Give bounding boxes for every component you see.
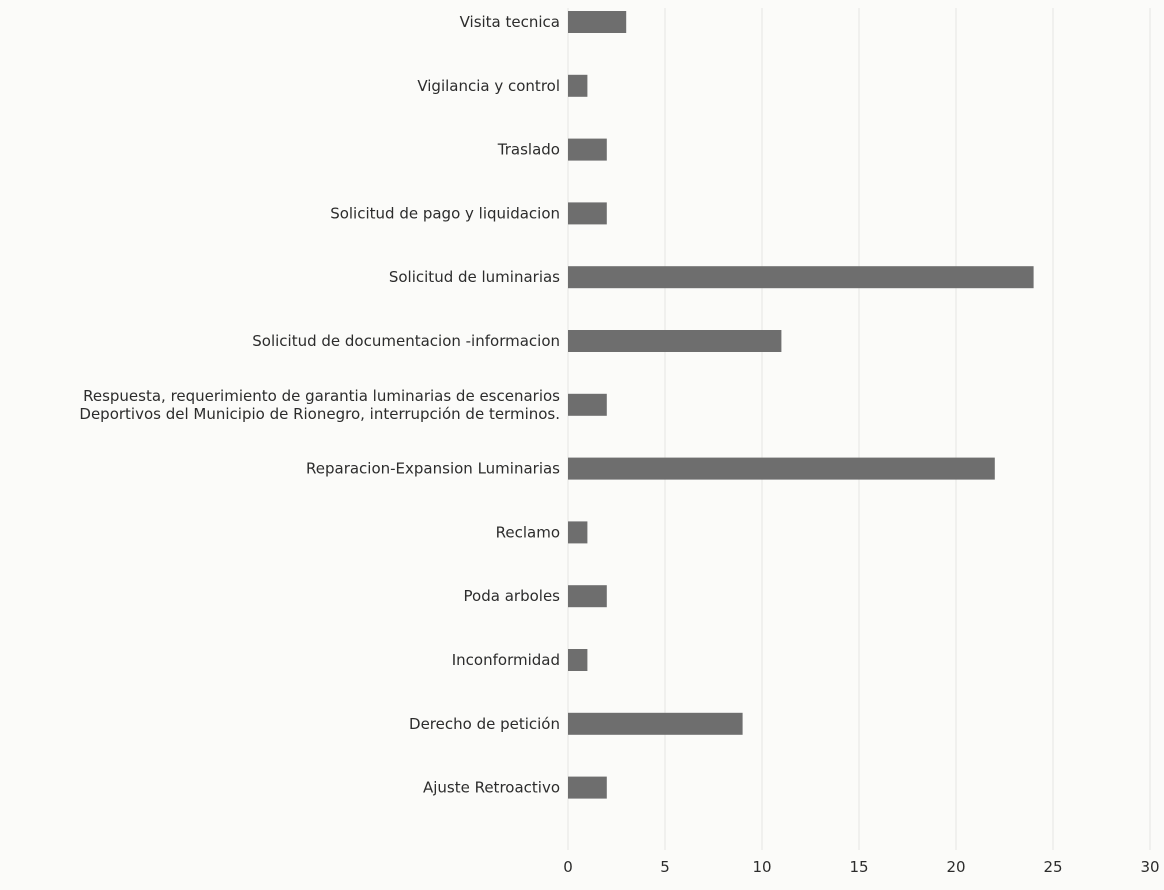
bar	[568, 202, 607, 225]
bars	[568, 11, 1034, 799]
category-label: Respuesta, requerimiento de garantia lum…	[83, 387, 560, 405]
bar	[568, 393, 607, 416]
category-labels: Visita tecnica Vigilancia y control Trasla…	[79, 13, 560, 797]
category-label: Solicitud de documentacion -informacion	[252, 332, 560, 350]
category-label: Vigilancia y control	[417, 77, 560, 95]
bar	[568, 521, 588, 544]
bar	[568, 776, 607, 799]
x-tick-labels: 0 5 10 15 20 25 30	[563, 858, 1159, 876]
bar	[568, 712, 743, 735]
x-tick-label: 30	[1140, 858, 1159, 876]
category-label: Poda arboles	[464, 587, 561, 605]
x-tick-label: 20	[946, 858, 965, 876]
bar	[568, 457, 995, 480]
category-label: Derecho de petición	[409, 715, 560, 733]
x-tick-label: 5	[660, 858, 670, 876]
category-label: Traslado	[497, 141, 560, 159]
category-label: Reclamo	[496, 523, 560, 541]
bar	[568, 330, 782, 352]
bar	[568, 266, 1034, 289]
bar	[568, 649, 588, 671]
category-label: Ajuste Retroactivo	[423, 779, 560, 797]
category-label: Inconformidad	[452, 651, 560, 669]
category-label: Solicitud de pago y liquidacion	[330, 204, 560, 222]
bar	[568, 11, 627, 33]
x-tick-label: 0	[563, 858, 573, 876]
bar	[568, 585, 607, 608]
category-label: Deportivos del Municipio de Rionegro, in…	[79, 405, 560, 423]
category-label: Solicitud de luminarias	[389, 268, 560, 286]
x-tick-label: 15	[849, 858, 868, 876]
category-label: Visita tecnica	[460, 13, 560, 31]
x-tick-label: 10	[752, 858, 771, 876]
x-tick-label: 25	[1043, 858, 1062, 876]
category-label: Reparacion-Expansion Luminarias	[306, 460, 560, 478]
gridlines	[567, 8, 1151, 850]
bar	[568, 138, 607, 161]
bar	[568, 74, 588, 97]
